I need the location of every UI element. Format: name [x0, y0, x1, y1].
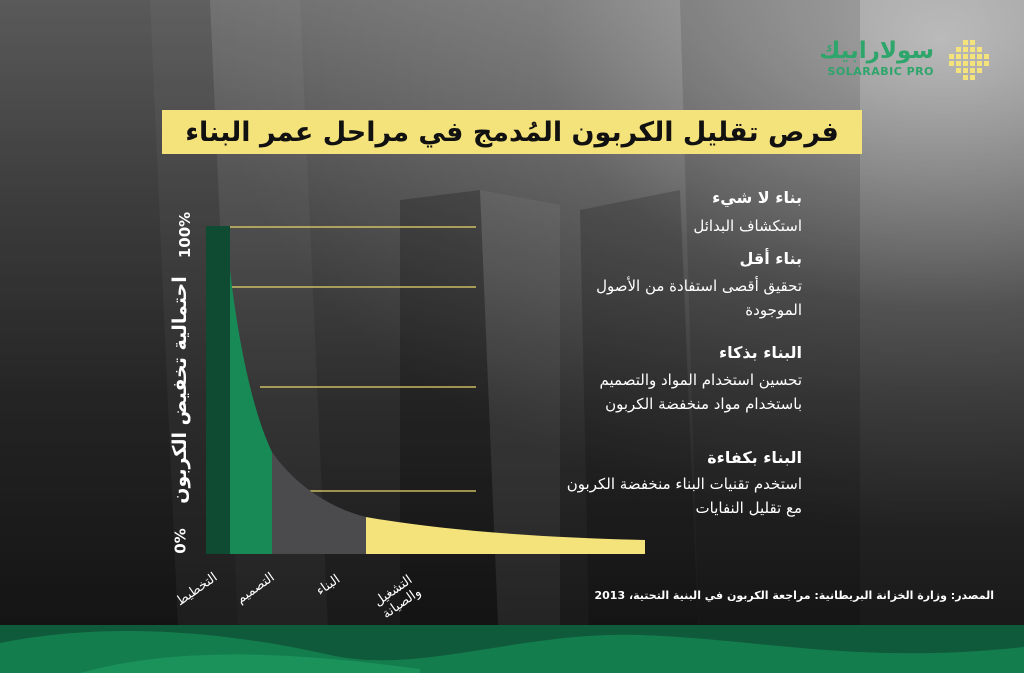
stage-desc-1: استكشاف البدائل [693, 214, 802, 238]
area-construction [272, 452, 366, 554]
area-operation-maintenance [366, 517, 645, 554]
stage-desc-4-line-1: استخدم تقنيات البناء منخفضة الكربون [566, 475, 802, 493]
stage-desc-3-line-2: باستخدام مواد منخفضة الكربون [605, 395, 802, 413]
stage-heading-2: بناء أقل [739, 249, 802, 268]
logo-arabic-text: سولارابيك [819, 38, 934, 64]
source-note: المصدر: وزارة الخزانة البريطانية: مراجعة… [594, 589, 994, 602]
title-banner: فرص تقليل الكربون المُدمج في مراحل عمر ا… [162, 110, 862, 154]
stage-desc-4-line-2: مع تقليل النفايات [695, 499, 802, 517]
stage-desc-3: تحسين استخدام المواد والتصميم باستخدام م… [600, 368, 802, 416]
area-design [230, 270, 272, 554]
page-title: فرص تقليل الكربون المُدمج في مراحل عمر ا… [185, 116, 839, 148]
stage-heading-4: البناء بكفاءة [707, 448, 802, 467]
area-planning [206, 226, 230, 554]
stage-desc-2-line-1: تحقيق أقصى استفادة من الأصول [596, 277, 802, 295]
sun-grid-icon [949, 40, 989, 80]
stage-desc-4: استخدم تقنيات البناء منخفضة الكربون مع ت… [567, 472, 802, 520]
y-axis-label: احتمالية تخفيض الكربون [169, 276, 191, 504]
brand-logo: سولارابيك SOLARABIC PRO [819, 38, 992, 82]
stage-heading-3: البناء بذكاء [718, 343, 802, 362]
y-tick-0: 0% [171, 528, 190, 554]
footer-band [0, 625, 1024, 673]
stage-desc-2-line-2: الموجودة [745, 301, 802, 319]
stage-desc-3-line-1: تحسين استخدام المواد والتصميم [599, 371, 802, 389]
stage-heading-1: بناء لا شيء [712, 188, 802, 207]
stage-desc-1-line-1: استكشاف البدائل [693, 217, 802, 235]
stage-desc-2: تحقيق أقصى استفادة من الأصول الموجودة [596, 274, 802, 322]
y-tick-100: 100% [176, 211, 195, 259]
logo-english-text: SOLARABIC PRO [827, 65, 934, 78]
